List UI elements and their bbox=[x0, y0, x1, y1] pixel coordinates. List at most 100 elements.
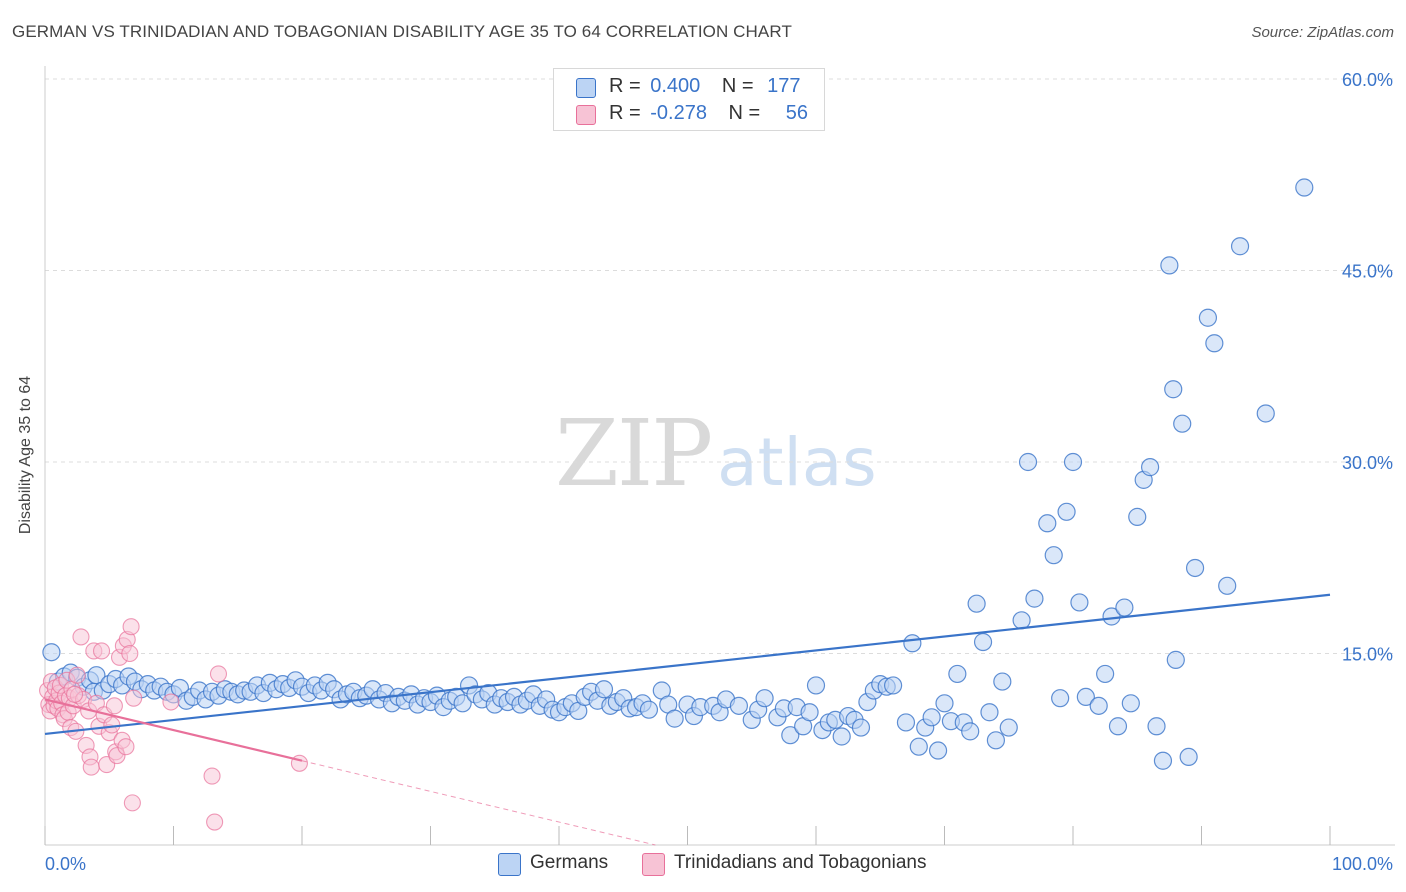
data-point-germans bbox=[928, 741, 948, 760]
data-point-germans bbox=[1173, 414, 1192, 433]
data-point-germans bbox=[729, 696, 749, 715]
chart-title: GERMAN VS TRINIDADIAN AND TOBAGONIAN DIS… bbox=[12, 22, 792, 41]
x-tick-label: 100.0% bbox=[1332, 854, 1393, 874]
data-point-germans bbox=[903, 634, 922, 653]
data-point-germans bbox=[87, 666, 106, 685]
legend-r-label: R = bbox=[609, 102, 641, 124]
y-tick-label: 60.0% bbox=[1342, 70, 1393, 90]
data-point-germans bbox=[594, 680, 614, 699]
data-point-germans bbox=[883, 676, 903, 695]
data-point-germans bbox=[1166, 650, 1185, 669]
bottom-legend-label: Trinidadians and Tobagonians bbox=[674, 852, 927, 873]
data-point-germans bbox=[896, 713, 916, 732]
data-point-germans bbox=[1185, 558, 1205, 578]
legend-swatch-blue bbox=[576, 78, 596, 98]
data-point-germans bbox=[993, 672, 1012, 691]
data-point-germans bbox=[999, 718, 1018, 737]
data-point-trinidadians bbox=[82, 758, 100, 776]
data-point-trinidadians bbox=[123, 794, 141, 812]
data-point-germans bbox=[755, 689, 774, 708]
legend-n-value: 56 bbox=[785, 102, 809, 124]
data-point-trinidadians bbox=[66, 685, 84, 703]
y-tick-label: 30.0% bbox=[1342, 453, 1393, 473]
legend-r-value: 0.400 bbox=[650, 75, 701, 97]
x-tick-label: 0.0% bbox=[45, 854, 86, 874]
data-point-trinidadians bbox=[117, 738, 135, 756]
data-point-germans bbox=[639, 700, 659, 719]
legend-swatch-pink bbox=[576, 105, 596, 125]
data-point-germans bbox=[1198, 308, 1218, 327]
data-point-trinidadians bbox=[72, 628, 90, 646]
legend-n-value: 177 bbox=[767, 75, 801, 97]
data-point-trinidadians bbox=[122, 618, 140, 636]
data-point-germans bbox=[1044, 546, 1063, 565]
data-point-germans bbox=[1160, 256, 1179, 275]
data-point-germans bbox=[1179, 747, 1198, 767]
legend-swatch-pink bbox=[642, 853, 665, 876]
legend-r-value: -0.278 bbox=[650, 102, 707, 124]
data-point-trinidadians bbox=[162, 693, 180, 711]
data-point-trinidadians bbox=[121, 644, 139, 663]
correlation-legend: R = 0.400 N = 177 R = -0.278 N = 56 bbox=[553, 68, 825, 131]
data-point-germans bbox=[1295, 178, 1314, 197]
data-point-trinidadians bbox=[68, 666, 86, 684]
data-point-germans bbox=[800, 703, 819, 722]
data-point-germans bbox=[453, 694, 472, 713]
data-point-germans bbox=[1096, 664, 1115, 684]
legend-r-label: R = bbox=[609, 75, 641, 97]
legend-n-label: N = bbox=[728, 102, 761, 124]
data-point-germans bbox=[806, 676, 826, 695]
trendline-trinidadians bbox=[44, 698, 303, 762]
trendline-trinidadians-extension bbox=[301, 760, 656, 846]
data-point-germans bbox=[42, 643, 61, 662]
data-point-germans bbox=[781, 726, 800, 745]
data-point-germans bbox=[1057, 502, 1076, 521]
data-point-germans bbox=[1051, 689, 1070, 708]
data-point-germans bbox=[1012, 611, 1031, 630]
data-point-germans bbox=[1140, 458, 1160, 477]
data-point-germans bbox=[832, 727, 851, 746]
data-point-germans bbox=[973, 632, 993, 652]
data-point-germans bbox=[1147, 717, 1166, 736]
data-point-germans bbox=[1115, 598, 1134, 617]
data-point-germans bbox=[1205, 334, 1224, 353]
data-point-germans bbox=[967, 594, 986, 613]
data-point-germans bbox=[922, 708, 941, 727]
data-point-germans bbox=[986, 731, 1006, 750]
data-point-germans bbox=[1038, 514, 1057, 533]
data-point-trinidadians bbox=[209, 665, 228, 683]
data-point-germans bbox=[851, 718, 871, 737]
data-point-germans bbox=[909, 737, 928, 756]
data-point-germans bbox=[1230, 237, 1250, 256]
data-point-germans bbox=[1076, 687, 1095, 707]
data-point-germans bbox=[1164, 380, 1183, 399]
data-point-germans bbox=[1063, 452, 1083, 472]
bottom-legend-label: Germans bbox=[530, 852, 609, 873]
data-point-germans bbox=[1070, 593, 1089, 612]
data-point-germans bbox=[935, 694, 954, 713]
legend-swatch-blue bbox=[498, 853, 521, 876]
data-point-trinidadians bbox=[203, 767, 221, 785]
data-point-germans bbox=[1025, 589, 1044, 608]
data-point-germans bbox=[961, 722, 980, 741]
data-point-germans bbox=[948, 664, 967, 684]
data-point-trinidadians bbox=[105, 697, 123, 715]
data-point-trinidadians bbox=[125, 689, 143, 707]
data-point-germans bbox=[1153, 751, 1173, 770]
y-tick-label: 45.0% bbox=[1342, 262, 1393, 282]
data-point-trinidadians bbox=[206, 813, 224, 831]
trendline-germans bbox=[44, 593, 1331, 736]
data-point-germans bbox=[1089, 696, 1108, 715]
legend-n-label: N = bbox=[721, 75, 754, 97]
data-point-germans bbox=[665, 709, 684, 728]
data-point-germans bbox=[1018, 452, 1038, 472]
source-label: Source: ZipAtlas.com bbox=[1251, 24, 1394, 41]
data-point-germans bbox=[1218, 576, 1237, 595]
y-tick-label: 15.0% bbox=[1342, 645, 1393, 665]
data-point-germans bbox=[1256, 404, 1275, 423]
data-point-trinidadians bbox=[92, 642, 111, 660]
data-point-germans bbox=[980, 703, 999, 722]
data-point-germans bbox=[1128, 507, 1147, 526]
